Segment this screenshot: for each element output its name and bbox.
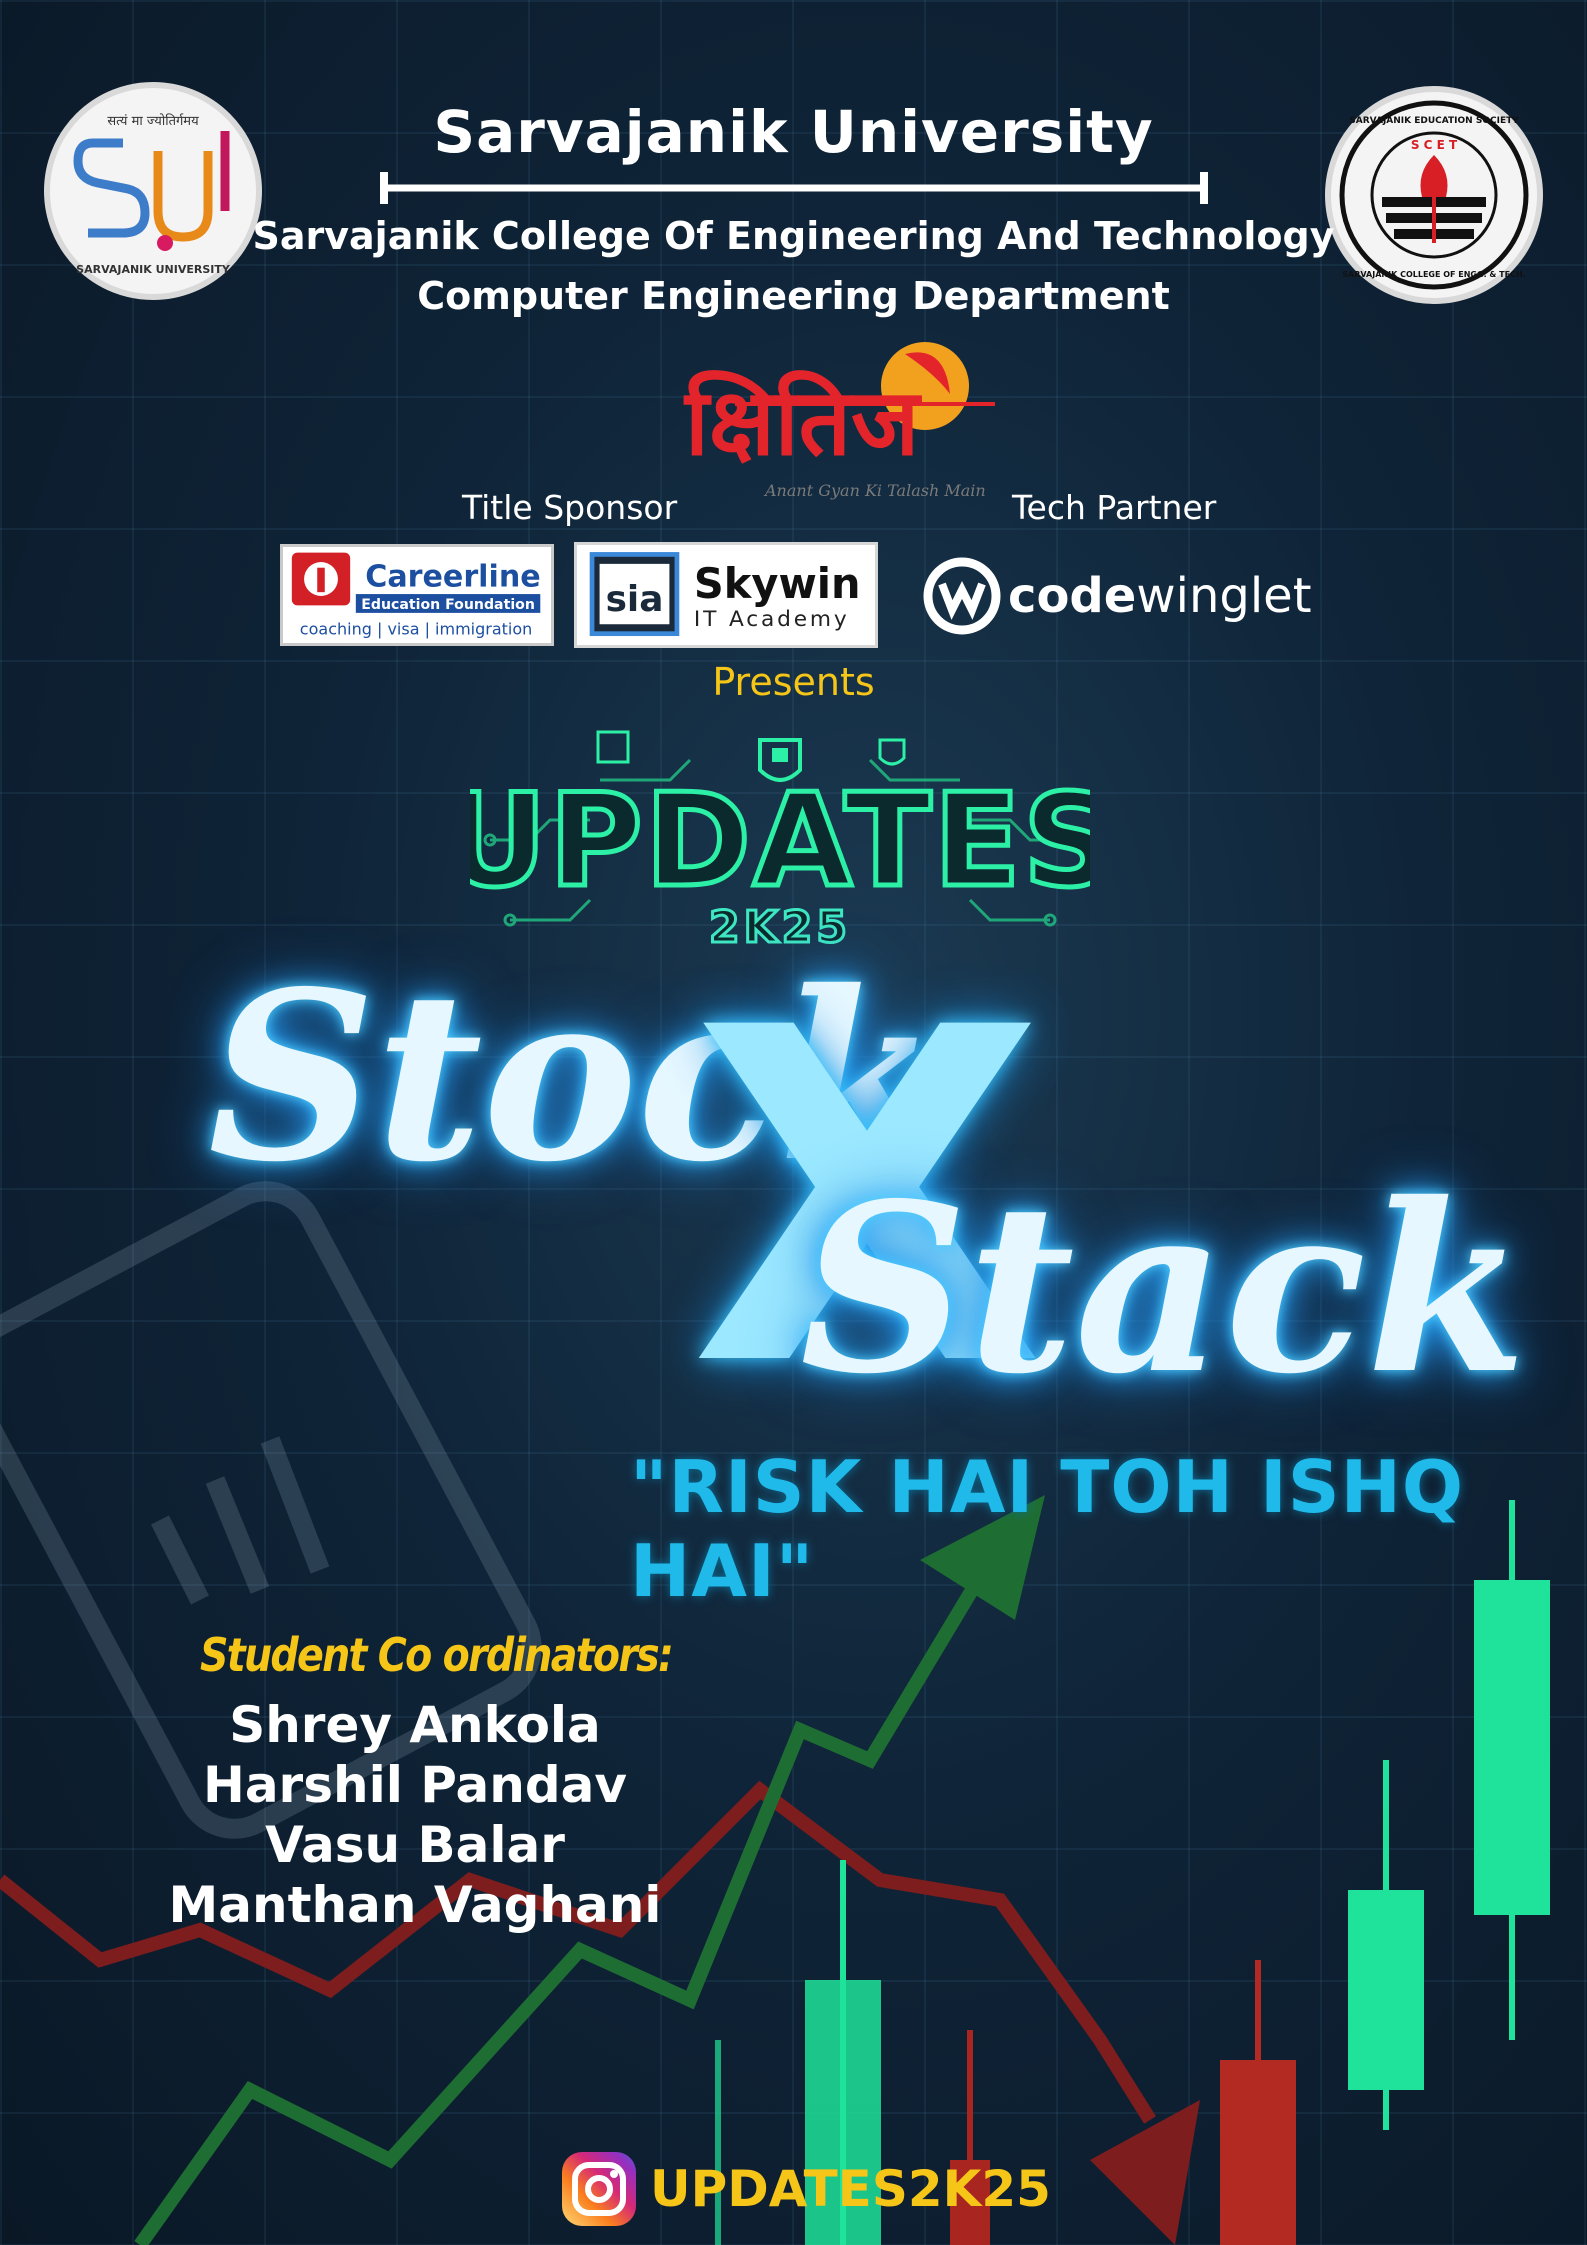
coordinator-name: Harshil Pandav: [202, 1756, 628, 1814]
codewinglet-logo: codewinglet: [923, 557, 1312, 635]
su-ring-text: SARVAJANIK UNIVERSITY: [76, 263, 231, 276]
department-name: Computer Engineering Department: [417, 274, 1170, 318]
su-motto: सत्यं मा ज्योतिर्गमय: [107, 113, 199, 129]
careerline-services: coaching | visa | immigration: [300, 620, 533, 639]
coordinators-heading: Student Co ordinators:: [200, 1628, 674, 1682]
svg-text:codewinglet: codewinglet: [1008, 568, 1312, 624]
kshitij-tagline: Anant Gyan Ki Talash Main: [763, 481, 986, 500]
skywin-badge: sia: [606, 579, 664, 620]
coordinator-name: Vasu Balar: [265, 1816, 565, 1874]
title-sponsor-label: Title Sponsor: [462, 488, 678, 527]
kshitij-wordmark: क्षितिज: [683, 368, 922, 476]
codewinglet-light: winglet: [1136, 568, 1311, 624]
tech-partner-label: Tech Partner: [1012, 488, 1217, 527]
title-divider: [380, 172, 1208, 204]
careerline-logo: Careerline Education Foundation coaching…: [280, 544, 554, 646]
skywin-name: Skywin: [694, 559, 861, 608]
scet-logo: S C E T SARVAJANIK EDUCATION SOCIETY SAR…: [1325, 86, 1543, 304]
fingerprint-icon: [596, 730, 630, 764]
codewinglet-bold: code: [1008, 568, 1136, 624]
skywin-logo: sia Skywin IT Academy: [574, 542, 878, 648]
red-trend-line: [0, 1780, 1156, 2124]
scet-ring-bottom: SARVAJANIK COLLEGE OF ENGG. & TECH.: [1342, 270, 1525, 279]
university-title: Sarvajanik University: [433, 98, 1154, 166]
circuit-lines: [483, 758, 1077, 927]
updates-2k25-logo: UPDATES 2K25: [470, 730, 1090, 955]
green-arrow-head-icon: [920, 1495, 1045, 1620]
kshitij-logo: क्षितिज Anant Gyan Ki Talash Main: [683, 342, 995, 500]
event-x-letter: X: [690, 932, 1045, 1467]
coordinator-name: Shrey Ankola: [229, 1696, 601, 1754]
green-trend-line: [134, 1556, 997, 2245]
su-university-seal-icon: सत्यं मा ज्योतिर्गमय SARVAJANIK UNIVERSI…: [73, 113, 231, 276]
presents-label: Presents: [712, 660, 875, 704]
instagram-icon[interactable]: [560, 2150, 638, 2228]
phone-outline-icon: [0, 1181, 542, 1839]
padlock-icon: [758, 738, 802, 782]
shield-icon: [878, 738, 906, 766]
fest-name: UPDATES: [470, 767, 1090, 916]
event-word-stack: Stack: [800, 1152, 1528, 1425]
instagram-handle[interactable]: UPDATES2K25: [650, 2160, 1051, 2218]
careerline-name: Careerline: [365, 560, 540, 595]
college-name: Sarvajanik College Of Engineering And Te…: [252, 214, 1335, 258]
fest-year: 2K25: [709, 902, 851, 953]
candlesticks: [715, 1500, 1550, 2245]
su-logo: सत्यं मा ज्योतिर्गमय SARVAJANIK UNIVERSI…: [44, 82, 262, 300]
careerline-sub: Education Foundation: [361, 597, 535, 613]
red-arrow-head-icon: [1090, 2100, 1200, 2245]
coordinator-name: Manthan Vaghani: [168, 1876, 662, 1934]
scet-ring-top: SARVAJANIK EDUCATION SOCIETY: [1349, 116, 1519, 126]
instagram-link[interactable]: UPDATES2K25: [560, 2150, 1051, 2228]
scet-letters: S C E T: [1411, 138, 1458, 152]
event-word-stock: Stock: [208, 940, 940, 1213]
scet-seal-icon: S C E T SARVAJANIK EDUCATION SOCIETY SAR…: [1339, 100, 1529, 290]
event-tagline: "RISK HAI TOH ISHQ HAI": [630, 1445, 1465, 1613]
skywin-sub: IT Academy: [694, 607, 850, 632]
